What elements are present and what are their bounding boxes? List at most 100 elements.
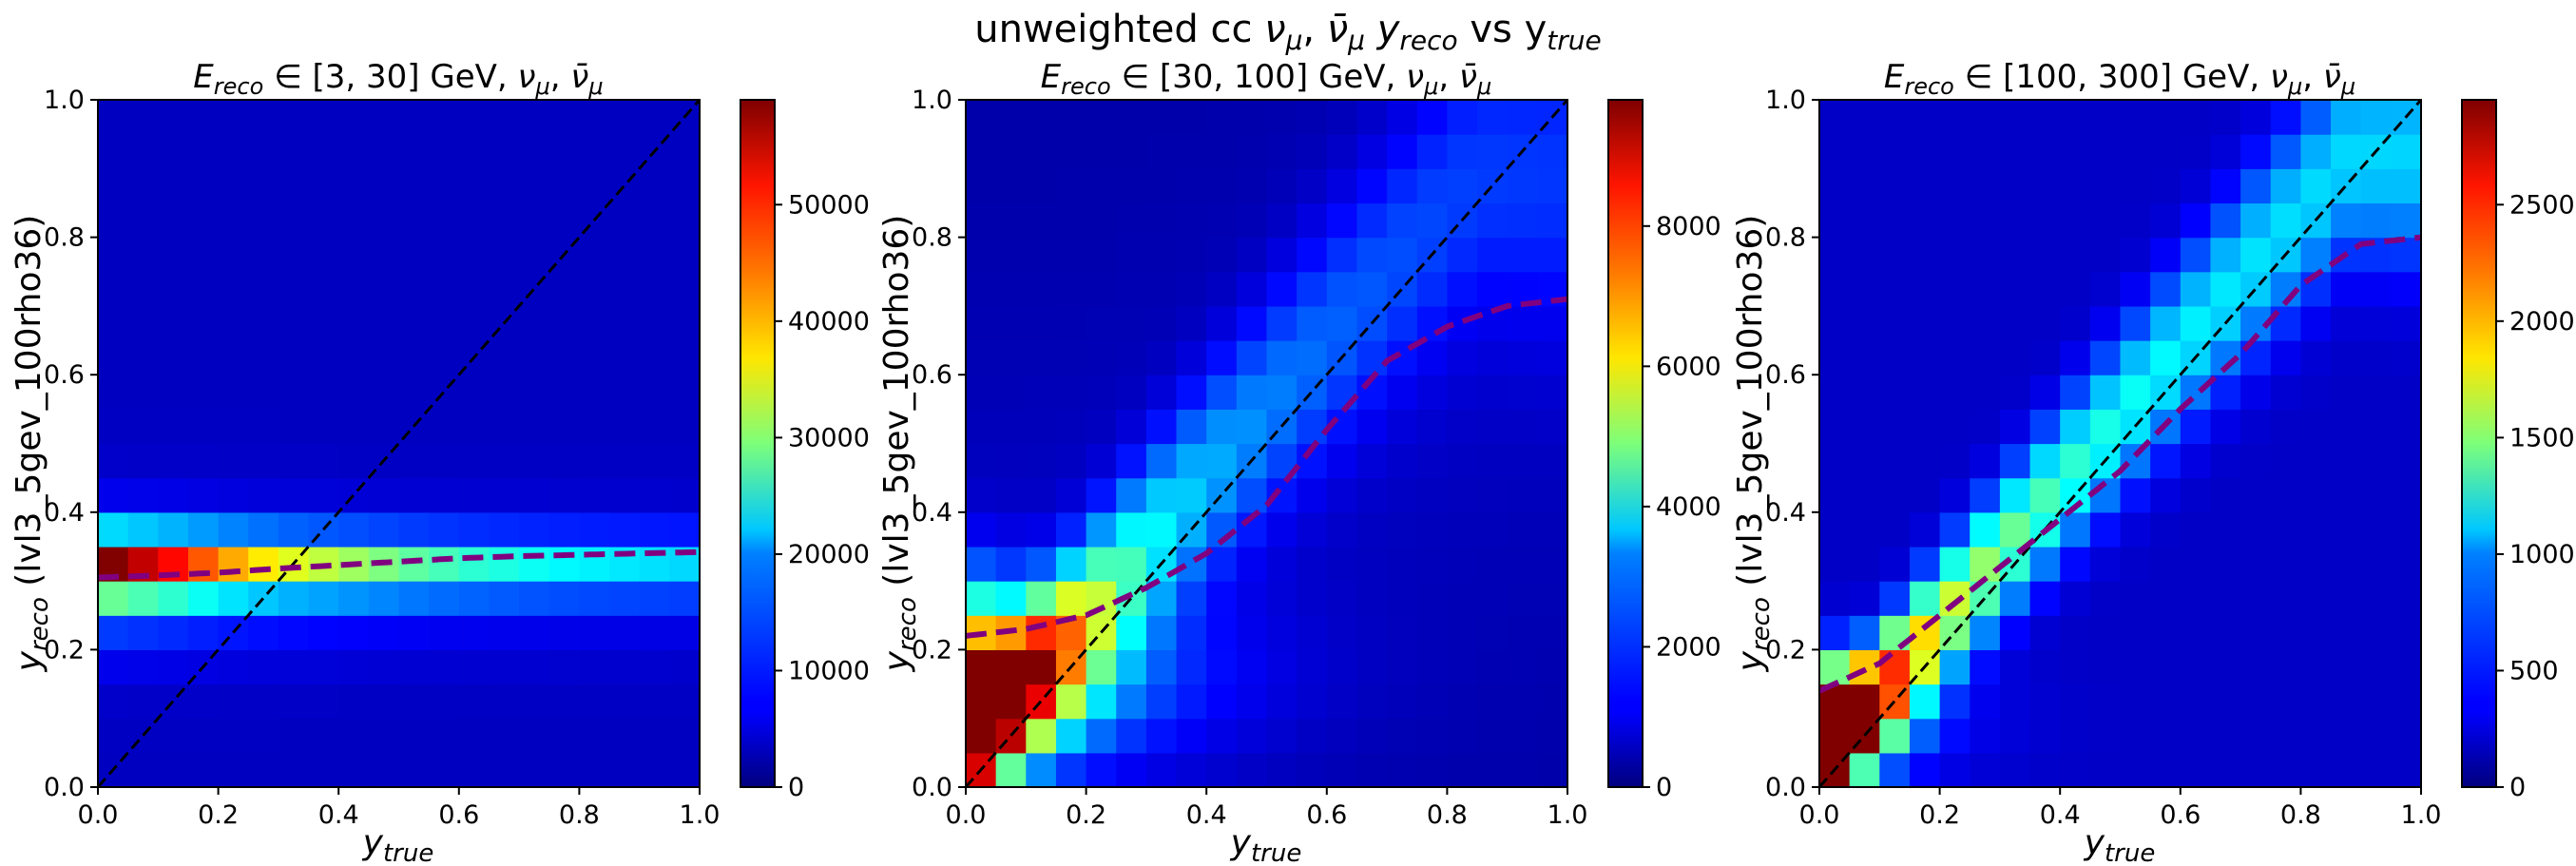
heatmap-cell: [2240, 409, 2272, 445]
heatmap-cell: [2180, 546, 2212, 582]
heatmap-cell: [2060, 305, 2091, 341]
heatmap-cell: [1447, 409, 1478, 445]
heatmap-cell: [1176, 615, 1207, 650]
heatmap-cell: [1176, 305, 1207, 341]
heatmap-cell: [1416, 511, 1448, 548]
heatmap-cell: [2120, 615, 2151, 650]
heatmap-cell: [2089, 305, 2122, 341]
heatmap-cell: [2360, 649, 2392, 685]
heatmap-cell: [1939, 752, 1970, 787]
heatmap-cell: [1026, 134, 1057, 169]
heatmap-cell: [2360, 168, 2392, 204]
colorbar-tick-label: 50000: [788, 190, 870, 220]
heatmap-cell: [1145, 443, 1178, 479]
heatmap-cell: [368, 718, 400, 754]
heatmap-cell: [1116, 649, 1147, 685]
heatmap-cell: [1909, 683, 1941, 720]
heatmap-cell: [2029, 271, 2061, 307]
heatmap-cell: [1026, 649, 1057, 685]
panel-3-x-label: ytrue: [2084, 823, 2156, 866]
heatmap-cell: [2210, 202, 2241, 239]
heatmap-cell: [1999, 202, 2031, 239]
heatmap-cell: [218, 718, 249, 754]
heatmap-cell: [2270, 546, 2301, 582]
heatmap-cell: [579, 752, 610, 787]
heatmap-cell: [995, 340, 1027, 375]
heatmap-cell: [579, 649, 610, 685]
heatmap-cell: [1507, 305, 1538, 341]
heatmap-cell: [458, 375, 490, 410]
heatmap-cell: [1297, 340, 1328, 375]
heatmap-cell: [548, 340, 580, 375]
heatmap-cell: [2060, 202, 2091, 239]
heatmap-cell: [1447, 134, 1478, 169]
heatmap-cell: [218, 581, 249, 616]
heatmap-cell: [458, 581, 490, 616]
heatmap-cell: [2331, 649, 2362, 685]
heatmap-cell: [1387, 134, 1418, 169]
heatmap-cell: [1537, 752, 1567, 787]
heatmap-cell: [2391, 752, 2421, 787]
heatmap-cell: [127, 202, 159, 239]
heatmap-cell: [1537, 649, 1567, 685]
heatmap-cell: [2331, 683, 2362, 720]
heatmap-cell: [1939, 443, 1970, 479]
heatmap-cell: [1849, 237, 1880, 273]
heatmap-cell: [966, 649, 997, 685]
heatmap-cell: [2360, 477, 2392, 513]
heatmap-cell: [2180, 237, 2212, 273]
y-tick-label: 0.0: [912, 773, 952, 802]
heatmap-cell: [1939, 168, 1970, 204]
heatmap-cell: [669, 168, 700, 204]
heatmap-cell: [458, 202, 490, 239]
heatmap-cell: [1477, 649, 1509, 685]
colorbar-tick-label: 0: [788, 773, 804, 802]
heatmap-cell: [519, 477, 550, 513]
heatmap-cell: [1416, 683, 1448, 720]
heatmap-cell: [2300, 409, 2332, 445]
heatmap-cell: [1970, 237, 2001, 273]
heatmap-cell: [1819, 100, 1851, 135]
heatmap-cell: [1356, 271, 1388, 307]
heatmap-cell: [1356, 615, 1388, 650]
heatmap-cell: [1086, 649, 1117, 685]
y-tick-label: 0.8: [912, 223, 952, 253]
heatmap-cell: [98, 237, 129, 273]
heatmap-cell: [1819, 409, 1851, 445]
heatmap-cell: [2180, 409, 2212, 445]
heatmap-cell: [2360, 271, 2392, 307]
heatmap-cell: [458, 237, 490, 273]
panel-1-diagonal: [96, 99, 702, 788]
heatmap-cell: [489, 752, 520, 787]
heatmap-cell: [429, 202, 460, 239]
y-tick-label: 0.6: [1765, 360, 1806, 390]
heatmap-cell: [1266, 615, 1298, 650]
panel-3-colorbar: [2461, 99, 2497, 788]
heatmap-cell: [1819, 305, 1851, 341]
heatmap-cell: [1055, 237, 1087, 273]
heatmap-cell: [1939, 375, 1970, 410]
heatmap-cell: [2029, 443, 2061, 479]
heatmap-cell: [2270, 375, 2301, 410]
heatmap-cell: [1537, 443, 1567, 479]
heatmap-cell: [1356, 237, 1388, 273]
heatmap-cell: [1447, 168, 1478, 204]
heatmap-cell: [338, 237, 370, 273]
heatmap-cell: [187, 375, 220, 410]
heatmap-cell: [1537, 237, 1567, 273]
heatmap-cell: [278, 134, 310, 169]
heatmap-cell: [218, 649, 249, 685]
heatmap-cell: [548, 100, 580, 135]
heatmap-cell: [2120, 202, 2151, 239]
heatmap-cell: [1849, 271, 1880, 307]
heatmap-cell: [1026, 340, 1057, 375]
heatmap-cell: [1326, 683, 1358, 720]
heatmap-cell: [248, 375, 279, 410]
heatmap-cell: [248, 443, 279, 479]
heatmap-cell: [98, 443, 129, 479]
heatmap-cell: [1326, 134, 1358, 169]
heatmap-cell: [2060, 581, 2091, 616]
heatmap-cell: [669, 477, 700, 513]
heatmap-cell: [1879, 409, 1911, 445]
heatmap-cell: [2300, 649, 2332, 685]
